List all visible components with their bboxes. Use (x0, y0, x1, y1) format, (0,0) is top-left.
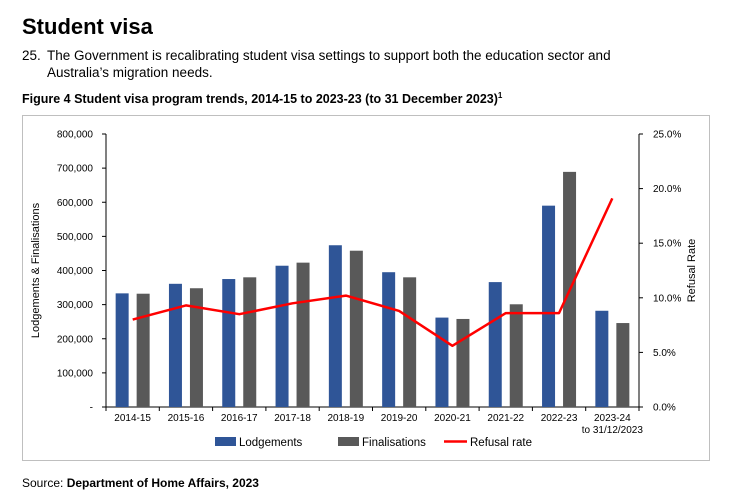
y2-axis-title: Refusal Rate (686, 239, 698, 303)
y2-tick-label: 20.0% (653, 184, 681, 195)
figure-title: Figure 4 Student visa program trends, 20… (22, 91, 502, 106)
x-tick-label: 2015-16 (168, 413, 205, 424)
y-tick-label: 200,000 (57, 334, 94, 345)
y2-tick-label: 15.0% (653, 239, 681, 250)
bar-lodgements (435, 317, 449, 407)
source-text: Department of Home Affairs, 2023 (66, 476, 259, 490)
x-tick-label: 2017-18 (274, 413, 311, 424)
y-tick-label: 300,000 (57, 300, 94, 311)
y-tick-label: - (90, 403, 93, 414)
bar-lodgements (328, 245, 342, 407)
y2-tick-label: 5.0% (653, 348, 676, 359)
legend-label-lodgements: Lodgements (239, 437, 303, 449)
x-tick-label: 2014-15 (114, 413, 151, 424)
y-tick-label: 700,000 (57, 164, 94, 175)
bar-lodgements (115, 293, 129, 407)
y2-tick-label: 10.0% (653, 293, 681, 304)
y-tick-label: 400,000 (57, 266, 94, 277)
bar-finalisations (243, 277, 257, 407)
paragraph-text: The Government is recalibrating student … (47, 48, 611, 80)
bar-lodgements (382, 272, 396, 407)
bar-finalisations (136, 293, 150, 407)
x-tick-label: 2022-23 (541, 413, 578, 424)
y-tick-label: 500,000 (57, 232, 94, 243)
figure-footnote-marker: 1 (497, 91, 503, 100)
bar-finalisations (403, 277, 417, 407)
bar-finalisations (296, 262, 310, 407)
line-refusal-rate (132, 197, 614, 348)
x-tick-label: 2018-19 (327, 413, 364, 424)
bar-finalisations (456, 318, 470, 407)
y2-tick-label: 25.0% (653, 130, 681, 141)
paragraph-number: 25. (22, 48, 41, 63)
y-tick-label: 600,000 (57, 198, 94, 209)
chart: - 100,000 200,000 300,000 400,000 500,000 600,… (30, 130, 698, 450)
bar-finalisations (189, 288, 203, 407)
x-tick-label: 2019-20 (381, 413, 418, 424)
x-tick-label: to 31/12/2023 (582, 425, 644, 436)
figure-title-text: Figure 4 Student visa program trends, 20… (22, 92, 498, 107)
source-label: Source: (22, 476, 64, 490)
bar-finalisations (349, 250, 363, 407)
legend-label-finalisations: Finalisations (362, 437, 426, 449)
legend-swatch-finalisations (338, 437, 359, 446)
section-heading: Student visa (22, 14, 153, 39)
bar-finalisations (509, 304, 523, 407)
legend-label-refusal-rate: Refusal rate (470, 437, 532, 449)
bar-lodgements (595, 310, 609, 407)
bar-finalisations (616, 323, 630, 407)
bar-lodgements (488, 282, 502, 407)
bar-lodgements (168, 283, 182, 407)
x-tick-label: 2021-22 (487, 413, 524, 424)
bar-lodgements (275, 265, 289, 407)
source-line: Source: Department of Home Affairs, 2023 (22, 476, 259, 490)
chart-frame: - 100,000 200,000 300,000 400,000 500,000 600,… (22, 115, 710, 461)
x-tick-label: 2023-24 (594, 413, 631, 424)
y2-tick-label: 0.0% (653, 403, 676, 414)
bar-lodgements (222, 279, 236, 407)
y-tick-label: 800,000 (57, 130, 94, 141)
y-tick-label: 100,000 (57, 368, 94, 379)
x-tick-label: 2020-21 (434, 413, 471, 424)
y-axis-title: Lodgements & Finalisations (30, 202, 42, 338)
bar-lodgements (542, 205, 556, 407)
legend-swatch-lodgements (215, 437, 236, 446)
x-tick-label: 2016-17 (221, 413, 258, 424)
